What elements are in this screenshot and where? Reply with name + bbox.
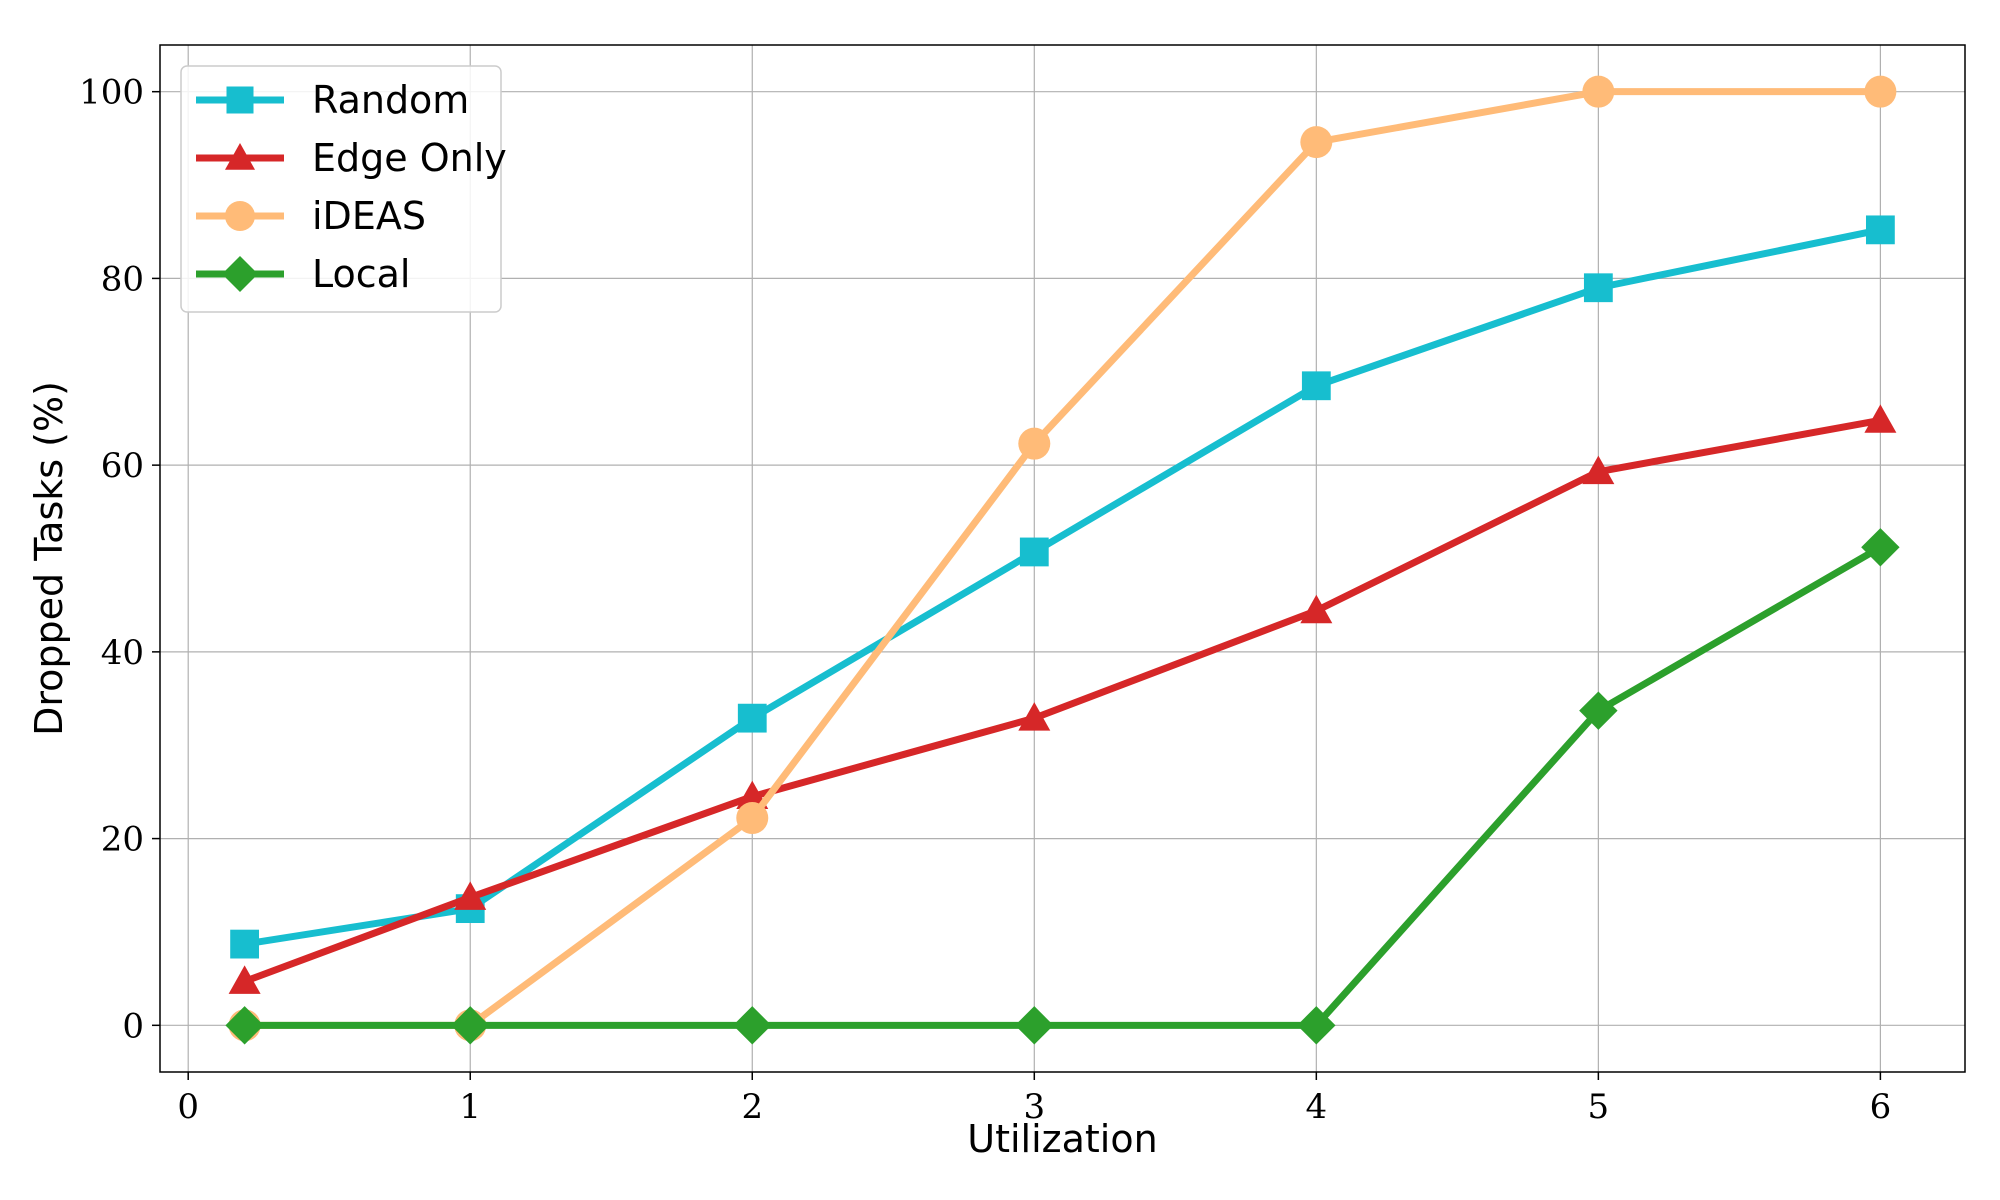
y-axis-title: Dropped Tasks (%) xyxy=(27,381,71,736)
data-point-ideas xyxy=(736,802,769,835)
y-tick-label: 0 xyxy=(122,1006,144,1046)
data-point-local xyxy=(1297,1006,1336,1045)
data-point-ideas xyxy=(1582,75,1615,108)
legend-item-random: Random xyxy=(196,78,469,122)
plot-frame xyxy=(159,44,1966,1073)
series-lines xyxy=(225,75,1900,1045)
x-axis-title: Utilization xyxy=(967,1117,1157,1161)
data-point-edge-only xyxy=(1582,455,1615,485)
data-point-local xyxy=(1579,691,1618,730)
legend-frame xyxy=(180,65,502,313)
x-tick-label: 1 xyxy=(459,1087,481,1127)
legend-label-local: Local xyxy=(312,252,411,296)
x-tick-label: 4 xyxy=(1306,1087,1328,1127)
series-line-local xyxy=(241,543,1884,1029)
data-point-ideas xyxy=(1018,427,1051,460)
legend-marker-local xyxy=(222,256,258,292)
legend-label-random: Random xyxy=(312,78,469,122)
data-point-random xyxy=(737,703,767,733)
data-point-edge-only xyxy=(1864,404,1897,433)
series-local xyxy=(225,528,1900,1045)
data-point-local xyxy=(1015,1006,1054,1045)
legend-item-ideas: iDEAS xyxy=(196,194,426,238)
data-point-edge-only xyxy=(228,965,261,994)
data-point-local xyxy=(225,1006,264,1045)
data-point-random xyxy=(1865,215,1895,245)
data-point-ideas xyxy=(1300,126,1333,159)
data-point-local xyxy=(451,1006,490,1045)
legend-label-ideas: iDEAS xyxy=(312,194,426,238)
data-point-ideas xyxy=(1864,75,1897,108)
legend-item-local: Local xyxy=(196,252,411,296)
legend-marker-ideas xyxy=(225,201,255,231)
data-point-edge-only xyxy=(1300,594,1333,624)
legend: Random Edge Only iDEAS Local xyxy=(180,65,507,313)
y-tick-label: 60 xyxy=(101,446,144,486)
data-point-random xyxy=(1019,537,1049,567)
y-tick-label: 40 xyxy=(101,633,144,673)
y-tick-label: 100 xyxy=(79,73,144,113)
data-point-local xyxy=(733,1006,772,1045)
legend-label-edge-only: Edge Only xyxy=(312,136,507,180)
series-edge-only xyxy=(228,404,1897,994)
legend-marker-random xyxy=(226,86,254,114)
series-random xyxy=(230,215,1895,959)
y-tick-label: 20 xyxy=(101,820,144,860)
data-point-random xyxy=(230,929,260,959)
y-tick-label: 80 xyxy=(101,259,144,299)
data-point-random xyxy=(1301,371,1331,401)
x-tick-label: 0 xyxy=(177,1087,199,1127)
data-point-edge-only xyxy=(454,881,487,910)
x-tick-label: 6 xyxy=(1870,1087,1892,1127)
data-point-edge-only xyxy=(1018,702,1051,731)
x-tick-label: 3 xyxy=(1023,1087,1045,1127)
data-point-local xyxy=(1861,528,1900,567)
x-tick-label: 5 xyxy=(1588,1087,1610,1127)
legend-item-edge-only: Edge Only xyxy=(196,136,507,180)
series-line-random xyxy=(241,226,1884,948)
x-tick-label: 2 xyxy=(741,1087,763,1127)
legend-marker-edge-only xyxy=(225,143,255,170)
data-point-random xyxy=(1583,273,1613,303)
